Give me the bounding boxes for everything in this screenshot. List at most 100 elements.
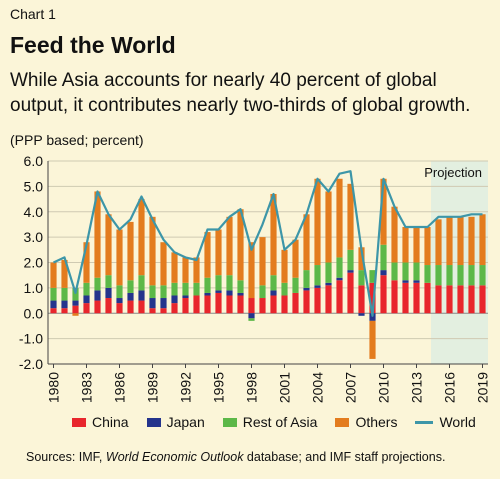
bar-china-2008: [358, 285, 365, 314]
source-note: Sources: IMF, World Economic Outlook dat…: [26, 450, 445, 464]
bar-others-2000: [270, 193, 277, 276]
bar-china-1986: [116, 303, 123, 314]
bar-others-2012: [402, 226, 409, 263]
bar-others-2014: [424, 226, 431, 266]
bar-japan-2000: [270, 290, 277, 296]
bar-others-1996: [226, 216, 233, 276]
bar-rest-of-asia-2013: [413, 262, 420, 281]
legend-label-world: World: [439, 414, 476, 430]
bar-japan-1986: [116, 298, 123, 304]
y-tick-label: 5.0: [24, 178, 44, 194]
bar-rest-of-asia-2000: [270, 275, 277, 291]
bar-china-2000: [270, 295, 277, 314]
bar-china-2010: [380, 275, 387, 314]
bar-rest-of-asia-2004: [314, 265, 321, 286]
bar-china-1990: [160, 308, 167, 314]
bar-others-1998: [248, 242, 255, 299]
bar-japan-1995: [215, 290, 222, 293]
y-tick-label: -1.0: [19, 331, 43, 347]
bar-japan-1983: [83, 295, 90, 304]
bar-rest-of-asia-1998: [248, 318, 255, 321]
legend-swatch-rest-of-asia: [222, 417, 237, 427]
bar-others-1985: [105, 214, 112, 276]
y-tick-label: -2.0: [19, 356, 43, 372]
bar-others-1981: [61, 259, 68, 288]
bar-rest-of-asia-2015: [435, 265, 442, 286]
legend-label-others: Others: [355, 414, 398, 430]
y-tick-label: 1.0: [24, 280, 44, 296]
legend-label-japan: Japan: [166, 414, 205, 430]
legend-item-others: Others: [335, 414, 397, 430]
bar-china-2013: [413, 282, 420, 314]
x-tick-label-2007: 2007: [343, 372, 359, 403]
bar-japan-2003: [303, 287, 310, 291]
source-italic: World Economic Outlook: [105, 450, 244, 464]
bar-others-1994: [204, 232, 211, 278]
bar-japan-2009: [369, 313, 376, 321]
bar-china-1983: [83, 303, 90, 314]
y-tick-label: 3.0: [24, 229, 44, 245]
bar-others-2001: [281, 249, 288, 283]
bar-rest-of-asia-1999: [259, 285, 266, 299]
source-suffix: database; and IMF staff projections.: [243, 450, 446, 464]
x-tick-label-2019: 2019: [475, 372, 491, 403]
bar-china-1981: [61, 308, 68, 314]
bar-china-1991: [171, 303, 178, 314]
x-tick-label-2004: 2004: [310, 372, 326, 403]
bar-rest-of-asia-1993: [193, 282, 200, 296]
bar-others-1982: [72, 313, 79, 316]
bar-others-1993: [193, 257, 200, 283]
bar-china-1987: [127, 300, 134, 314]
chart-title: Feed the World: [10, 32, 176, 58]
legend-item-china: China: [72, 414, 129, 430]
bar-japan-1991: [171, 295, 178, 304]
bar-others-1991: [171, 252, 178, 283]
bar-rest-of-asia-2002: [292, 277, 299, 293]
legend-label-rest-of-asia: Rest of Asia: [242, 414, 318, 430]
bar-rest-of-asia-2007: [347, 249, 354, 271]
bar-china-1996: [226, 295, 233, 314]
bar-japan-1982: [72, 300, 79, 306]
bar-japan-2004: [314, 285, 321, 288]
bar-japan-1989: [149, 298, 156, 309]
bar-rest-of-asia-1986: [116, 285, 123, 299]
bar-china-2003: [303, 290, 310, 314]
bar-others-1986: [116, 229, 123, 286]
bar-china-1982: [72, 305, 79, 314]
bar-others-2017: [457, 216, 464, 266]
bar-others-1987: [127, 221, 134, 281]
bar-others-1989: [149, 216, 156, 286]
legend-item-rest-of-asia: Rest of Asia: [222, 414, 318, 430]
legend-item-japan: Japan: [146, 414, 205, 430]
bar-rest-of-asia-2001: [281, 282, 288, 296]
bar-rest-of-asia-1996: [226, 275, 233, 291]
bar-rest-of-asia-2012: [402, 262, 409, 281]
bar-china-2019: [479, 285, 486, 314]
bar-rest-of-asia-1990: [160, 285, 167, 299]
bar-china-2012: [402, 282, 409, 314]
bar-rest-of-asia-1980: [50, 287, 57, 301]
bar-others-1983: [83, 242, 90, 283]
bar-japan-1988: [138, 290, 145, 301]
bar-rest-of-asia-1992: [182, 282, 189, 296]
bar-rest-of-asia-1994: [204, 277, 211, 293]
bar-rest-of-asia-2006: [336, 257, 343, 278]
bar-japan-2010: [380, 270, 387, 276]
bar-others-2002: [292, 239, 299, 278]
x-tick-label-1980: 1980: [46, 372, 62, 403]
bar-japan-1987: [127, 292, 134, 301]
bar-china-1994: [204, 295, 211, 314]
legend-swatch-others: [335, 417, 350, 427]
bar-rest-of-asia-1991: [171, 282, 178, 296]
bar-china-1989: [149, 308, 156, 314]
bar-rest-of-asia-2005: [325, 262, 332, 283]
bar-japan-1981: [61, 300, 68, 309]
x-tick-label-2013: 2013: [409, 372, 425, 403]
bar-china-2005: [325, 285, 332, 314]
bar-china-1992: [182, 298, 189, 314]
legend-swatch-world: [415, 420, 434, 424]
bar-rest-of-asia-2008: [358, 270, 365, 286]
unit-note: (PPP based; percent): [10, 132, 144, 148]
bar-china-2011: [391, 280, 398, 314]
bar-japan-1985: [105, 287, 112, 299]
